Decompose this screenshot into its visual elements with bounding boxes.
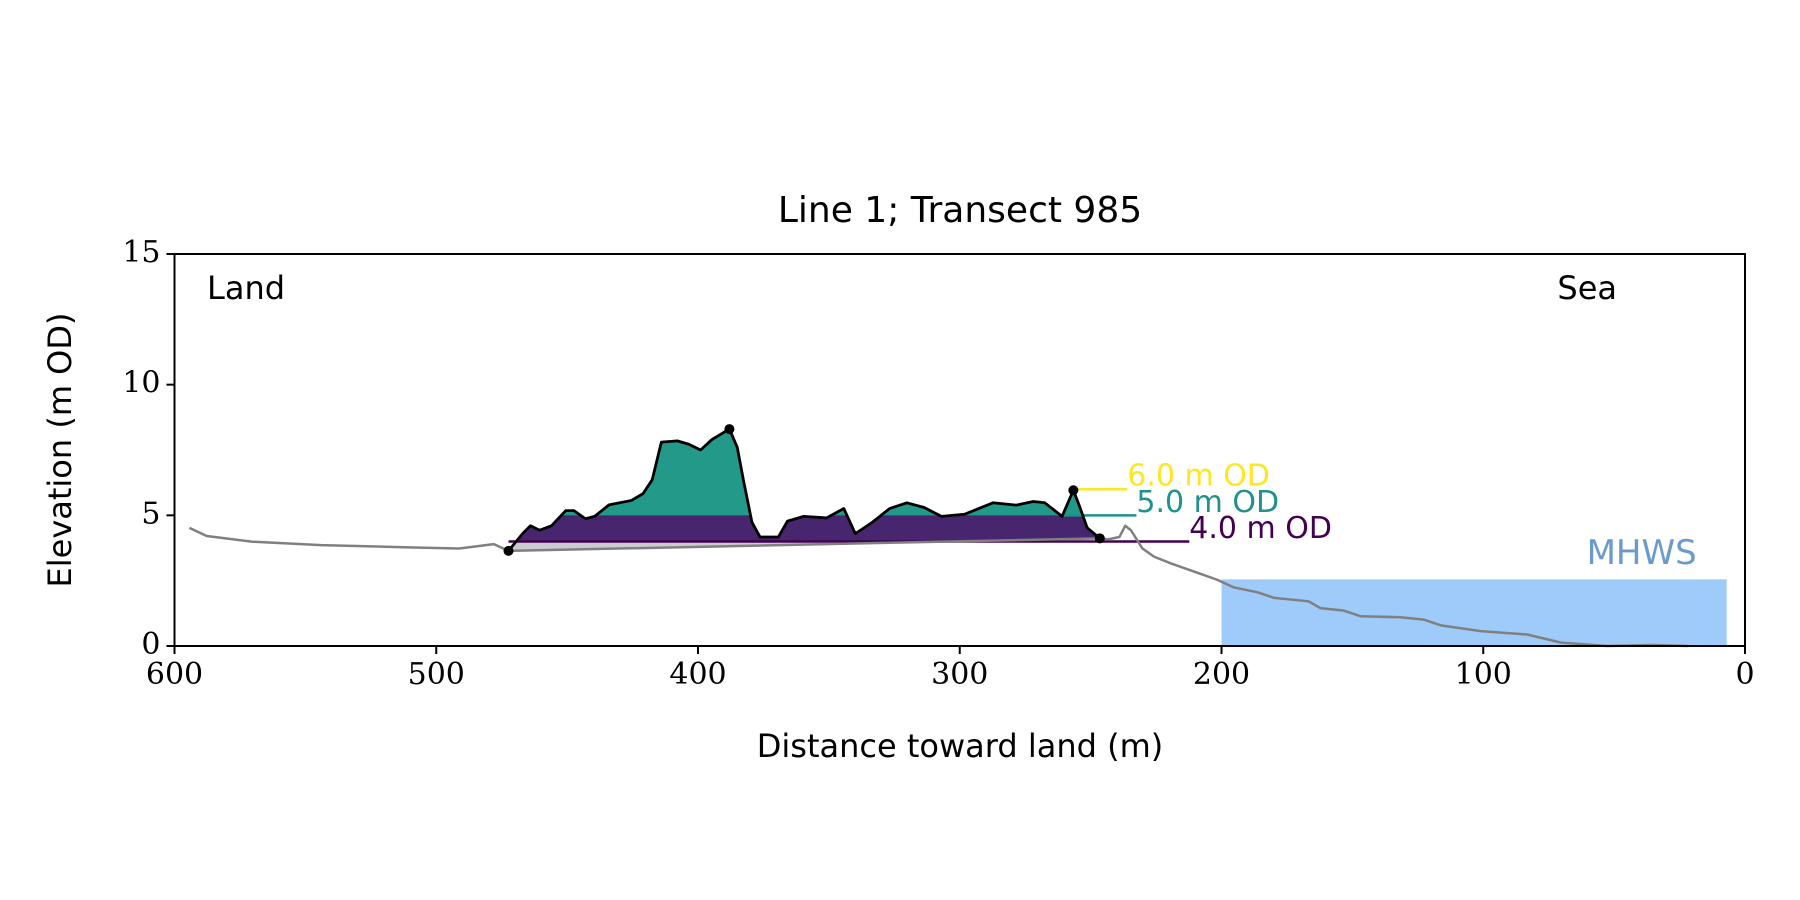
level-fill (516, 429, 1100, 542)
y-tick-label: 15 (122, 235, 160, 270)
x-tick-label: 600 (146, 657, 203, 692)
mhws-area (1221, 579, 1727, 646)
series-line (188, 524, 1688, 648)
marker (724, 424, 735, 435)
marker (1094, 533, 1105, 544)
x-tick-label: 300 (931, 657, 988, 692)
x-axis-label: Distance toward land (m) (757, 727, 1163, 765)
series-line (507, 427, 1101, 552)
y-tick-label: 0 (141, 627, 160, 662)
marker (503, 545, 514, 556)
y-tick-label: 5 (141, 496, 160, 531)
level-fill (561, 429, 1083, 516)
x-tick-label: 100 (1455, 657, 1512, 692)
x-tick-label: 0 (1735, 657, 1754, 692)
level-label: 6.0 m OD (1127, 459, 1270, 494)
marker (1068, 485, 1079, 496)
x-tick-label: 200 (1193, 657, 1250, 692)
sea-label: Sea (1557, 269, 1617, 307)
mhws-label: MHWS (1587, 533, 1697, 573)
level-label: 4.0 m OD (1189, 511, 1332, 546)
x-tick-label: 400 (669, 657, 726, 692)
y-axis-label: Elevation (m OD) (41, 313, 79, 588)
chart-title: Line 1; Transect 985 (778, 190, 1142, 231)
land-label: Land (207, 269, 285, 307)
y-tick-label: 10 (122, 366, 160, 401)
x-tick-label: 500 (408, 657, 465, 692)
level-label: 5.0 m OD (1136, 485, 1279, 520)
